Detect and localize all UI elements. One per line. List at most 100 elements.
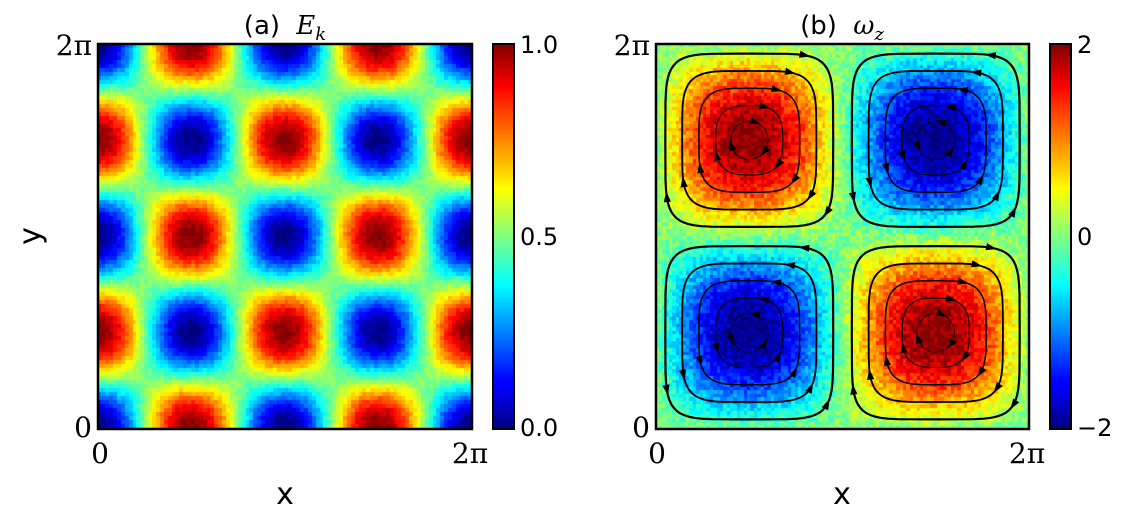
panel-a-ytick-1: 2π [56,29,92,62]
streamline-arrow [758,339,768,350]
streamline-arrow [993,382,1003,393]
streamline-4 [664,52,835,229]
streamline-9 [850,52,1021,229]
streamline-arrow [935,119,948,127]
panel-b-label: (b) [800,11,837,41]
streamline-arrow [821,399,830,411]
streamline-arrow [663,191,671,203]
panel-a-symbol: E [295,11,315,41]
panel-a-xlabel: x [276,477,294,512]
streamline-arrow [977,366,987,377]
streamline-arrow [900,342,908,354]
streamline-arrow [961,350,971,362]
panel-b: (b) ωz 0 2π 0 2π x 2 0 −2 [614,11,1113,512]
streamline-18 [867,262,1004,403]
streamline-arrow [712,342,719,354]
streamline-arrow [770,279,782,287]
panel-b-cbar-tick-min: −2 [1077,414,1112,442]
streamline-12 [698,280,801,386]
panel-b-ytick-0: 0 [632,411,650,444]
streamline-arrow [697,162,705,174]
streamline-arrow [799,50,811,58]
streamline-8 [867,70,1004,211]
streamline-arrow [749,116,761,125]
streamline-19 [850,244,1021,421]
streamline-arrow [1008,206,1017,218]
streamline-arrow [945,294,957,302]
streamline-arrow [758,296,770,304]
streamline-arrow [1010,398,1020,410]
panel-b-colorbar [1049,43,1072,430]
streamline-arrow [729,140,737,152]
streamline-arrow [788,366,797,378]
streamline-arrow [957,86,969,94]
streamline-arrow [714,149,722,161]
panel-b-ytick-1: 2π [614,29,650,62]
streamline-arrow [985,52,997,60]
streamline-arrow [850,383,858,395]
streamline-7 [884,87,987,193]
streamline-1 [715,105,784,176]
streamline-arrow [945,146,954,158]
streamline-arrow [915,332,923,345]
panel-a-heatmap [98,44,472,429]
panel-a-cbar-tick-mid: 0.5 [520,223,558,251]
streamline-arrow [772,351,782,363]
panel-b-heatmap [656,44,1029,429]
streamline-arrow [679,369,686,381]
streamline-arrow [957,277,969,285]
panel-b-symbol: ω [853,11,874,41]
panel-a-cbar-tick-max: 1.0 [520,31,558,59]
streamline-13 [681,262,818,403]
streamline-arrow [848,191,856,204]
streamline-arrow [774,158,784,170]
panel-a: (a) Ek 0 2π 0 2π x y 1.0 0.5 0.0 [13,11,558,512]
streamline-arrow [760,145,771,157]
streamline-arrow [865,176,873,189]
streamline-14 [664,244,835,421]
panel-a-ytick-0: 0 [74,411,92,444]
streamline-arrow [726,332,734,345]
streamline-arrow [798,244,810,252]
streamline-arrow [758,102,770,109]
streamline-arrow [991,190,1000,202]
streamline-arrow [805,382,814,394]
panel-a-cbar-tick-min: 0.0 [520,414,558,442]
panel-b-cbar-tick-max: 2 [1077,31,1092,59]
streamline-3 [681,70,818,211]
panel-b-title: (b) ωz [800,11,884,45]
streamline-arrow [959,159,968,171]
streamline-arrow [883,354,891,366]
panel-b-streamlines [662,50,1021,421]
panel-a-colorbar [492,43,515,430]
panel-a-label: (a) [244,11,280,41]
streamline-arrow [970,69,982,77]
panel-a-xtick-0: 0 [91,437,109,470]
streamline-6 [901,105,970,176]
panel-b-subscript: z [873,24,884,45]
streamline-arrow [749,312,761,320]
streamline-arrow [680,176,688,188]
panel-a-subscript: k [315,24,326,45]
streamline-arrow [944,104,957,112]
streamline-arrow [867,368,875,380]
panel-b-cbar-tick-mid: 0 [1077,223,1092,251]
streamline-arrow [913,140,921,152]
panel-b-frame [654,42,1031,431]
streamline-arrow [770,85,783,92]
panel-b-xlabel: x [833,477,851,512]
panel-a-xtick-1: 2π [452,437,488,470]
streamline-arrow [790,173,800,185]
streamline-arrow [975,174,984,186]
streamline-17 [884,280,987,386]
streamline-arrow [823,205,833,217]
panel-b-xtick-0: 0 [648,437,666,470]
streamline-arrow [898,150,906,162]
streamline-arrow [935,309,948,317]
streamline-arrow [985,243,997,251]
streamline-arrow [947,338,957,349]
streamline-arrow [695,355,703,367]
panel-a-ylabel: y [13,227,48,245]
streamline-16 [901,297,970,368]
